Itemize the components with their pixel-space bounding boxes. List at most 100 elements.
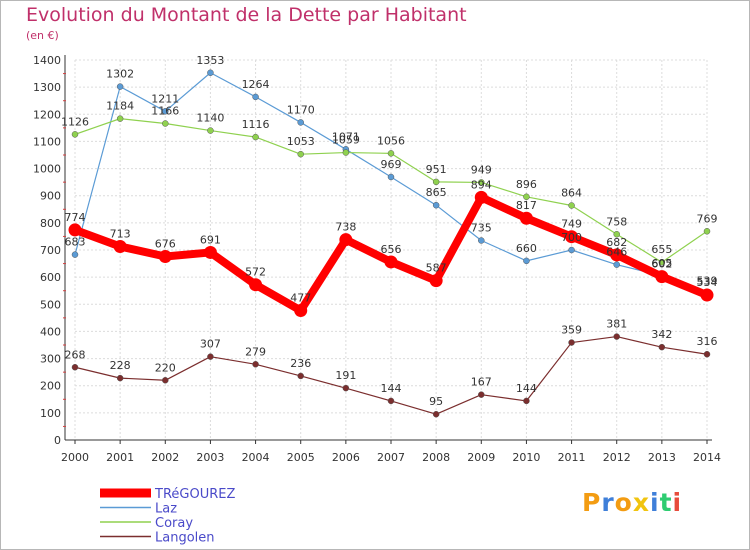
data-point xyxy=(387,397,395,405)
data-label: 817 xyxy=(516,199,537,212)
data-label: 191 xyxy=(335,369,356,382)
data-point xyxy=(252,93,259,101)
data-point xyxy=(294,304,308,318)
data-point xyxy=(474,190,488,204)
data-label: 228 xyxy=(110,359,131,372)
data-label: 1116 xyxy=(242,118,270,131)
data-label: 1166 xyxy=(151,105,179,118)
data-label: 1170 xyxy=(287,103,315,116)
data-label: 691 xyxy=(200,233,221,246)
data-point xyxy=(203,245,217,259)
logo-letter: r xyxy=(601,488,615,517)
y-tick-label: 900 xyxy=(40,190,61,203)
data-point xyxy=(610,248,624,262)
x-tick-label: 2005 xyxy=(287,451,315,464)
data-point xyxy=(339,233,353,247)
y-tick-label: 100 xyxy=(40,407,61,420)
grid-lines xyxy=(74,59,708,441)
data-point xyxy=(384,255,398,269)
data-point xyxy=(252,133,259,141)
data-point xyxy=(71,251,79,258)
data-label: 279 xyxy=(245,345,266,358)
data-label: 1059 xyxy=(332,134,360,147)
data-point xyxy=(568,339,575,346)
data-point xyxy=(432,410,440,418)
data-label: 774 xyxy=(65,211,86,224)
x-tick-label: 2014 xyxy=(693,451,721,464)
data-point xyxy=(523,397,530,405)
x-tick-label: 2000 xyxy=(61,451,89,464)
series-points xyxy=(68,69,714,418)
data-point xyxy=(658,258,666,266)
data-point xyxy=(162,377,169,384)
data-point xyxy=(71,131,79,138)
data-label: 587 xyxy=(426,262,447,275)
data-label: 1184 xyxy=(106,100,134,113)
data-point xyxy=(613,261,620,268)
y-tick-label: 1100 xyxy=(33,135,61,148)
logo-letter: P xyxy=(582,488,602,517)
x-tick-label: 2008 xyxy=(422,451,450,464)
data-label: 1211 xyxy=(151,92,179,105)
x-tick-label: 2006 xyxy=(332,451,360,464)
data-label: 359 xyxy=(561,324,582,337)
x-tick-label: 2003 xyxy=(196,451,224,464)
data-point xyxy=(478,237,485,244)
y-tick-label: 500 xyxy=(40,298,61,311)
y-tick-label: 1400 xyxy=(33,54,61,67)
data-point xyxy=(297,150,304,158)
data-label: 1302 xyxy=(106,68,134,81)
data-label: 381 xyxy=(606,318,627,331)
data-label: 539 xyxy=(697,275,718,288)
data-label: 660 xyxy=(516,242,537,255)
x-axis: 2000 2001 2002 2003 2004 2005 2006 2007 2008 2009… xyxy=(61,439,721,464)
legend-label: Langolen xyxy=(155,531,215,546)
data-label: 646 xyxy=(606,246,627,259)
y-tick-label: 800 xyxy=(40,217,61,230)
data-point xyxy=(207,127,214,134)
data-label: 220 xyxy=(155,361,176,374)
data-point xyxy=(387,150,395,157)
data-label: 865 xyxy=(426,186,447,199)
logo-letter: i xyxy=(672,488,683,517)
y-tick-label: 600 xyxy=(40,271,61,284)
data-label: 342 xyxy=(651,328,672,341)
data-label: 144 xyxy=(516,382,537,395)
x-tick-label: 2012 xyxy=(603,451,631,464)
data-label: 95 xyxy=(429,395,443,408)
data-label: 655 xyxy=(651,243,672,256)
logo-letter: x xyxy=(632,488,650,517)
data-label: 749 xyxy=(561,218,582,231)
y-tick-label: 1000 xyxy=(33,163,61,176)
x-tick-label: 2004 xyxy=(242,451,270,464)
data-label: 1353 xyxy=(196,54,224,67)
data-label: 896 xyxy=(516,178,537,191)
y-tick-label: 1300 xyxy=(33,81,61,94)
data-point xyxy=(700,288,714,302)
data-point xyxy=(207,69,214,77)
data-label: 572 xyxy=(245,266,266,279)
data-point xyxy=(655,270,669,284)
data-label: 1126 xyxy=(61,115,89,128)
data-point xyxy=(71,364,79,371)
data-label: 969 xyxy=(381,158,402,171)
x-tick-label: 2011 xyxy=(558,451,586,464)
data-label: 605 xyxy=(651,257,672,270)
y-tick-label: 700 xyxy=(40,244,61,257)
legend-label: Laz xyxy=(155,502,177,517)
y-axis: 0 100 200 300 400 500 600 700 800 900 1000 1100 1200… xyxy=(33,54,66,447)
chart-subtitle: (en €) xyxy=(26,29,59,42)
data-point xyxy=(297,119,304,126)
data-point xyxy=(162,120,169,127)
data-label: 477 xyxy=(290,292,311,305)
data-label: 738 xyxy=(335,221,356,234)
data-point xyxy=(68,223,82,237)
data-point xyxy=(519,211,533,225)
data-label: 144 xyxy=(381,382,402,395)
data-label: 1140 xyxy=(196,112,224,125)
data-point xyxy=(565,230,579,244)
data-point xyxy=(523,193,530,201)
